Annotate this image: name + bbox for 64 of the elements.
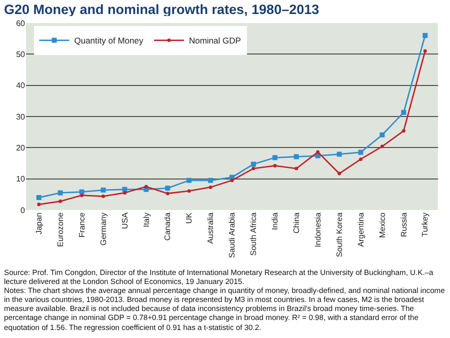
point: [358, 150, 364, 155]
x-tick-label: Russia: [399, 212, 408, 238]
y-tick-label: 40: [16, 81, 26, 90]
point: [294, 166, 298, 170]
point: [423, 49, 427, 53]
x-tick-label: Italy: [142, 212, 151, 228]
point: [338, 172, 342, 176]
point: [36, 195, 42, 200]
x-tick-label: Canada: [163, 212, 172, 241]
x-tick-label: France: [77, 212, 86, 238]
point: [230, 178, 234, 182]
legend-label: Nominal GDP: [188, 36, 242, 46]
y-tick-label: 0: [20, 206, 26, 215]
x-tick-label: Mexico: [378, 212, 387, 238]
point: [422, 32, 428, 38]
x-tick-label: Australia: [206, 212, 216, 244]
point: [336, 152, 342, 157]
x-tick-label: Eurozone: [56, 212, 65, 247]
point: [380, 132, 385, 138]
x-tick-label: Turkey: [420, 212, 430, 237]
x-tick-label: Saudi Arabia: [228, 212, 237, 258]
y-tick-label: 30: [16, 112, 26, 122]
point: [166, 192, 170, 196]
point: [273, 164, 277, 168]
point: [80, 194, 84, 198]
point: [37, 202, 41, 206]
x-tick-label: India: [270, 212, 280, 230]
point: [187, 189, 191, 193]
point: [250, 162, 256, 167]
x-tick-label: UK: [184, 212, 194, 224]
point: [272, 155, 278, 160]
x-tick-label: Indonesia: [313, 212, 322, 248]
point: [122, 191, 126, 195]
chart-title: G20 Money and nominal growth rates, 1980–2013: [4, 2, 320, 17]
point: [102, 194, 105, 198]
x-tick-label: China: [292, 212, 301, 234]
point: [208, 186, 212, 189]
point: [100, 188, 106, 193]
point: [144, 184, 148, 188]
point: [208, 178, 214, 183]
point: [402, 129, 406, 133]
point: [186, 178, 192, 183]
x-tick-label: Japan: [34, 212, 44, 234]
y-tick-label: 60: [16, 18, 26, 28]
x-tick-label: South Korea: [334, 212, 344, 258]
point: [58, 200, 62, 204]
x-tick-label: South Africa: [249, 212, 258, 256]
point: [79, 189, 84, 194]
y-tick-label: 20: [16, 143, 26, 152]
x-tick-label: Argentina: [356, 212, 366, 247]
point: [252, 166, 256, 170]
point: [401, 110, 406, 115]
point: [294, 154, 299, 160]
x-tick-label: USA: [120, 212, 130, 230]
x-tick-label: Germany: [98, 212, 108, 246]
point: [122, 186, 128, 192]
y-tick-label: 50: [16, 50, 26, 59]
point: [316, 150, 320, 154]
legend-label: Quantity of Money: [74, 36, 144, 46]
point: [359, 157, 362, 161]
y-tick-label: 10: [16, 174, 26, 184]
point: [58, 190, 63, 196]
point: [165, 186, 170, 191]
point: [380, 144, 384, 148]
